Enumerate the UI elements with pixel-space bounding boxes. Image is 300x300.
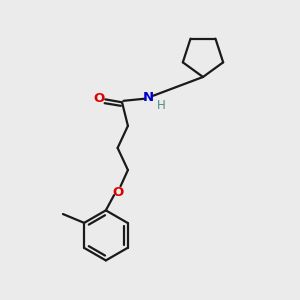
Text: O: O [94,92,105,105]
Text: H: H [157,99,165,112]
Text: N: N [143,91,154,104]
Text: O: O [112,186,123,199]
